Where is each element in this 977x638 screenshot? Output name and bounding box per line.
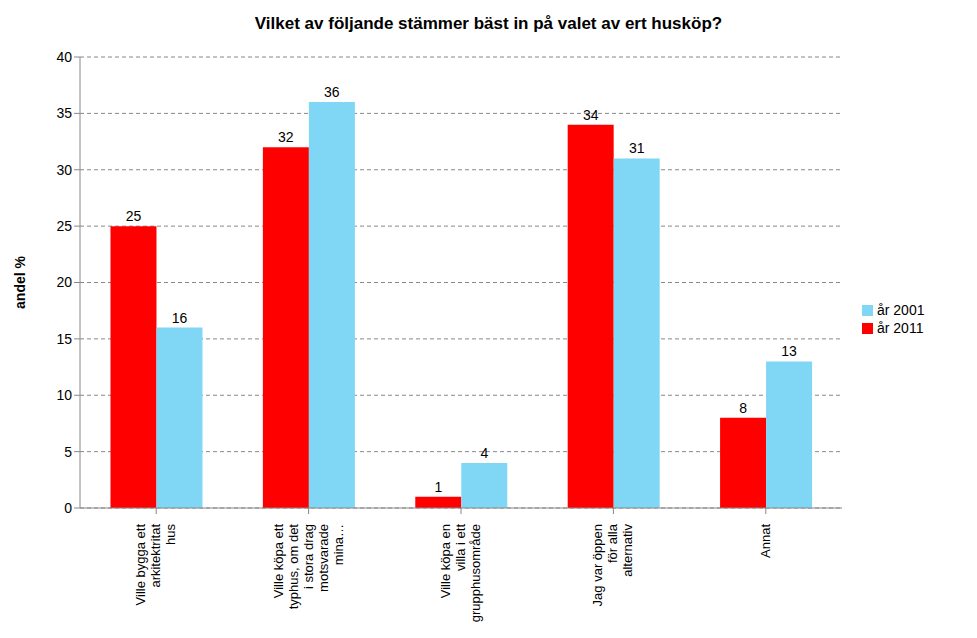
svg-text:16: 16 xyxy=(172,310,188,326)
svg-text:8: 8 xyxy=(739,400,747,416)
svg-text:40: 40 xyxy=(56,49,72,65)
svg-text:15: 15 xyxy=(56,331,72,347)
svg-text:20: 20 xyxy=(56,274,72,290)
svg-text:Ville bygga ettarkitektritathu: Ville bygga ettarkitektritathus xyxy=(133,524,178,606)
svg-text:Ville köpa envilla i ettgrupph: Ville köpa envilla i ettgrupphusområde xyxy=(438,524,483,623)
svg-text:0: 0 xyxy=(64,500,72,516)
svg-text:36: 36 xyxy=(324,84,340,100)
svg-text:Annat: Annat xyxy=(758,524,773,558)
svg-text:4: 4 xyxy=(480,445,488,461)
svg-text:10: 10 xyxy=(56,387,72,403)
svg-text:1: 1 xyxy=(434,479,442,495)
svg-text:35: 35 xyxy=(56,105,72,121)
svg-text:Jag var öppenför allaalternati: Jag var öppenför allaalternativ xyxy=(590,523,635,606)
svg-text:30: 30 xyxy=(56,162,72,178)
svg-text:5: 5 xyxy=(64,444,72,460)
svg-text:32: 32 xyxy=(278,129,294,145)
svg-text:13: 13 xyxy=(781,343,797,359)
svg-text:25: 25 xyxy=(56,218,72,234)
svg-text:andel %: andel % xyxy=(12,255,28,308)
svg-text:Ville köpa etttyphus, om deti: Ville köpa etttyphus, om deti stora drag… xyxy=(271,524,346,610)
svg-text:34: 34 xyxy=(583,107,599,123)
html-text:år 2011: år 2011 xyxy=(877,320,924,336)
html-text:år 2001: år 2001 xyxy=(877,302,925,318)
html-text:Vilket av följande stämmer bäs: Vilket av följande stämmer bäst in på va… xyxy=(254,14,723,33)
svg-text:25: 25 xyxy=(126,208,142,224)
svg-text:31: 31 xyxy=(629,140,645,156)
